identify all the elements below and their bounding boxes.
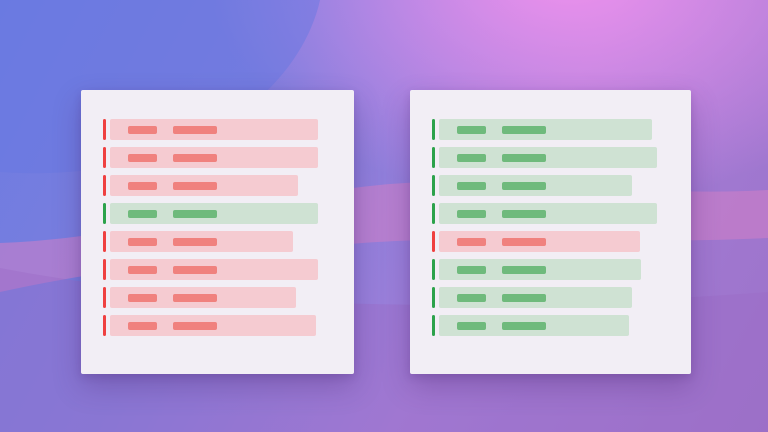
line-bar [110,119,318,140]
diff-row-removed [103,147,354,168]
right-diff-panel [410,90,691,374]
change-marker [432,203,435,224]
token-chip [173,209,217,218]
token-chip [128,265,157,274]
line-bar [439,147,657,168]
line-bar [110,231,293,252]
token-chip [128,293,157,302]
change-marker [432,231,435,252]
left-diff-panel [81,90,354,374]
change-marker [432,147,435,168]
token-chip [128,153,157,162]
token-chip [173,181,217,190]
change-marker [103,119,106,140]
diff-row-added [432,287,691,308]
diff-row-removed [103,259,354,280]
token-chip [128,181,157,190]
diff-row-added [432,119,691,140]
token-chip [502,321,546,330]
diff-row-added [103,203,354,224]
token-chip [457,265,486,274]
token-chip [502,153,546,162]
token-chip [502,265,546,274]
wave-blue-top-left [0,0,320,174]
change-marker [432,175,435,196]
token-chip [457,321,486,330]
diff-row-added [432,175,691,196]
token-chip [173,321,217,330]
token-chip [457,237,486,246]
line-bar [439,231,640,252]
line-bar [110,147,318,168]
diff-row-added [432,147,691,168]
token-chip [457,209,486,218]
line-bar [110,259,318,280]
line-bar [439,315,629,336]
token-chip [502,237,546,246]
line-bar [110,287,296,308]
change-marker [103,203,106,224]
token-chip [128,321,157,330]
change-marker [103,147,106,168]
change-marker [103,287,106,308]
change-marker [432,259,435,280]
change-marker [432,315,435,336]
token-chip [457,153,486,162]
token-chip [173,265,217,274]
token-chip [128,209,157,218]
token-chip [128,125,157,134]
diff-row-removed [432,231,691,252]
token-chip [502,125,546,134]
diff-row-removed [103,119,354,140]
token-chip [457,125,486,134]
token-chip [502,293,546,302]
change-marker [103,175,106,196]
line-bar [439,203,657,224]
diff-row-removed [103,175,354,196]
diff-row-removed [103,231,354,252]
token-chip [173,293,217,302]
token-chip [502,181,546,190]
change-marker [103,315,106,336]
token-chip [457,293,486,302]
change-marker [103,259,106,280]
diff-row-added [432,203,691,224]
change-marker [103,231,106,252]
change-marker [432,119,435,140]
line-bar [110,203,318,224]
token-chip [173,125,217,134]
diff-row-removed [103,287,354,308]
line-bar [110,175,298,196]
line-bar [439,259,641,280]
line-bar [439,175,632,196]
diff-row-removed [103,315,354,336]
token-chip [173,237,217,246]
token-chip [128,237,157,246]
token-chip [502,209,546,218]
line-bar [439,287,632,308]
token-chip [173,153,217,162]
token-chip [457,181,486,190]
line-bar [110,315,316,336]
line-bar [439,119,652,140]
change-marker [432,287,435,308]
diff-row-added [432,315,691,336]
diff-row-added [432,259,691,280]
